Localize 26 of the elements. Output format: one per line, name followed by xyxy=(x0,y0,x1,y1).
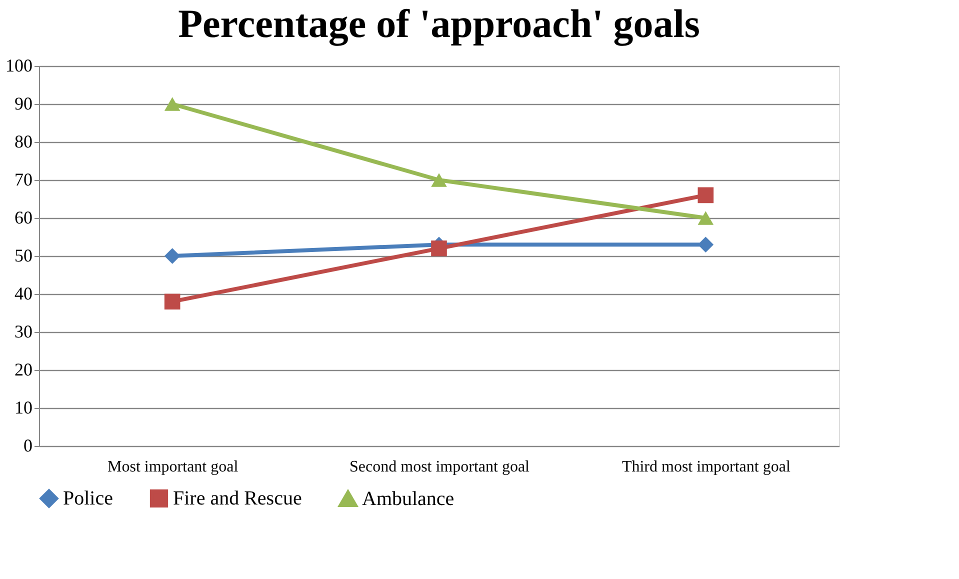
y-tick-label: 40 xyxy=(14,284,32,304)
y-tick-label: 0 xyxy=(24,436,32,456)
legend-label: Ambulance xyxy=(362,488,454,510)
y-tick-label: 80 xyxy=(14,132,32,152)
chart-title: Percentage of 'approach' goals xyxy=(178,1,700,46)
x-tick-label: Second most important goal xyxy=(350,458,530,476)
y-tick-label: 10 xyxy=(14,398,32,418)
y-tick-label: 30 xyxy=(14,322,32,342)
y-tick-label: 50 xyxy=(14,246,32,266)
legend-label: Fire and Rescue xyxy=(173,487,302,510)
point xyxy=(164,248,180,264)
y-tick-label: 60 xyxy=(14,208,32,228)
legend-label: Police xyxy=(63,487,114,510)
point xyxy=(431,240,447,256)
point xyxy=(164,97,180,111)
point xyxy=(698,211,714,225)
y-tick-label: 20 xyxy=(14,360,32,380)
y-tick-label: 90 xyxy=(14,94,32,114)
y-tick-label: 100 xyxy=(6,56,32,76)
x-tick-label: Third most important goal xyxy=(622,458,791,476)
point xyxy=(698,187,714,204)
x-tick-label: Most important goal xyxy=(108,458,239,476)
point xyxy=(431,173,447,187)
point xyxy=(698,236,714,253)
point xyxy=(164,294,180,310)
y-tick-label: 70 xyxy=(14,170,32,190)
